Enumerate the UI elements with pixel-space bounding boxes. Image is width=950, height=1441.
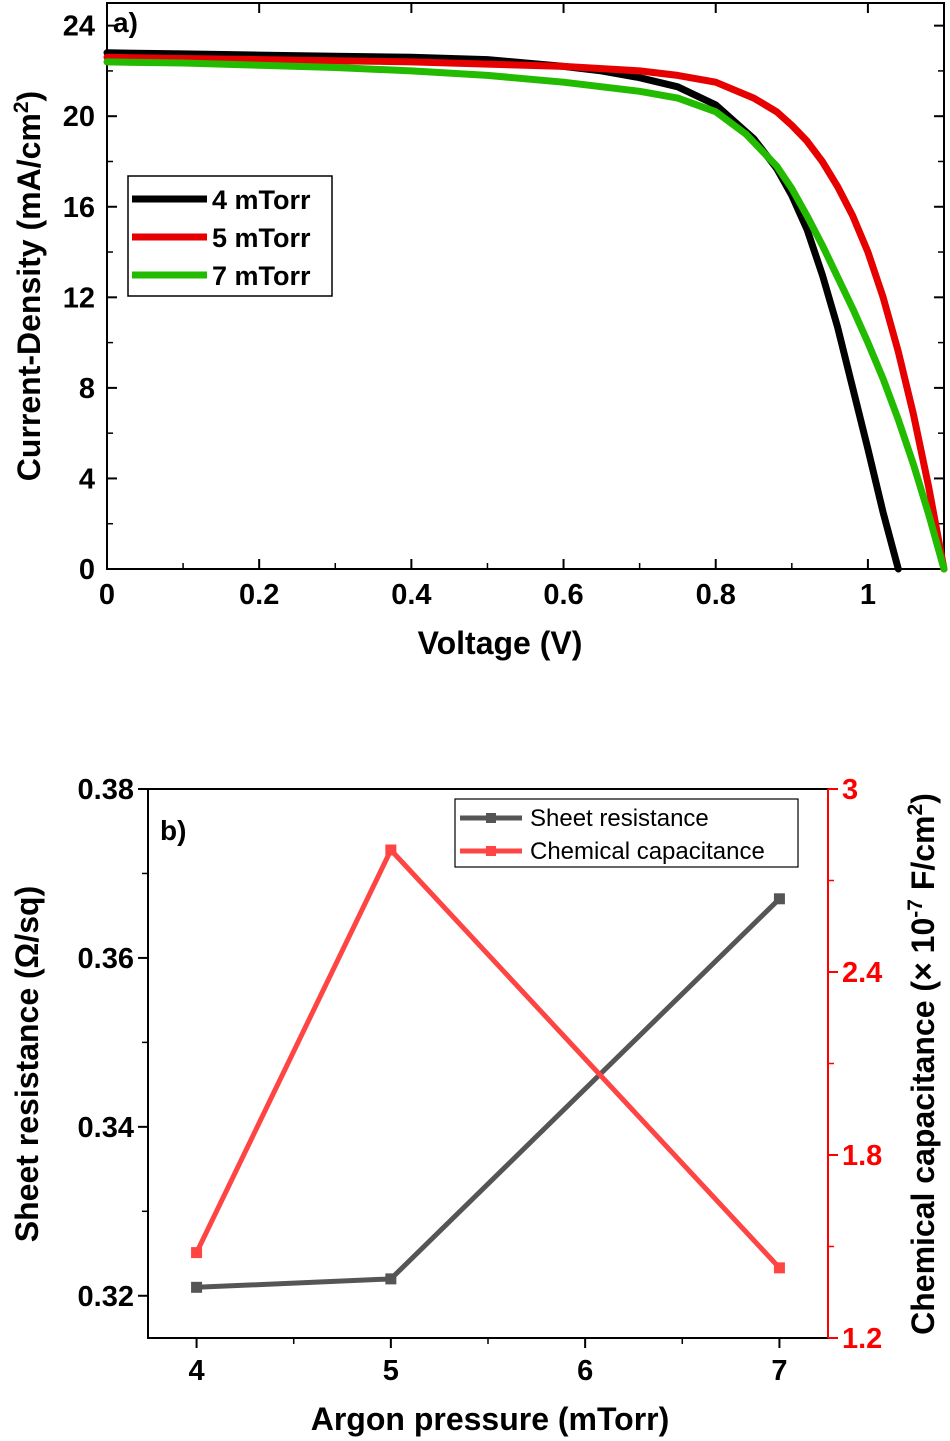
series-line-chemical-capacitance: [194, 847, 782, 1270]
chart-a-panel-label: a): [113, 7, 138, 38]
legend-label-sheet-resistance: Sheet resistance: [530, 805, 709, 832]
legend-label-4mtorr: 4 mTorr: [212, 185, 311, 215]
legend-marker-sheet-resistance: [486, 813, 496, 823]
chart-a-x-axis-title: Voltage (V): [418, 625, 583, 661]
chart-b-x-tick-label: 6: [577, 1355, 593, 1387]
chart-b-x-axis-title: Argon pressure (mTorr): [311, 1401, 670, 1437]
chart-a-y-tick-label: 24: [63, 11, 95, 43]
series-line-4-mtorr: [103, 49, 902, 573]
chart-a-y-axis-title: Current-Density (mA/cm2): [10, 91, 47, 481]
chart-b-y-tick-label-right: 2.4: [842, 957, 882, 989]
chart-b-y-tick-label-right: 1.2: [842, 1323, 882, 1355]
chart-b: 4 5 6 7 0.32 0.34 0.36 0.38 1.2 1.8 2.4 3 b) Argon …: [9, 774, 941, 1437]
chart-b-y-tick-label-left: 0.38: [78, 774, 134, 806]
data-point-sheet-resistance: [385, 1273, 397, 1285]
chart-b-y-tick-label-left: 0.32: [78, 1281, 134, 1313]
chart-a-y-tick-label: 12: [63, 282, 95, 314]
chart-a-frame: [106, 2, 945, 570]
data-point-sheet-resistance: [773, 893, 785, 905]
data-point-sheet-resistance: [191, 1281, 203, 1293]
chart-a-legend: 4 mTorr 5 mTorr 7 mTorr: [127, 175, 333, 297]
chart-a-y-tick-label: 20: [63, 101, 95, 133]
chart-b-frame: [147, 788, 829, 1339]
chart-b-y-axis-title-right: Chemical capacitance (× 10-7 F/cm2): [904, 793, 941, 1335]
chart-a-x-tick-label: 0.4: [391, 579, 431, 611]
chart-a-y-tick-label: 8: [79, 373, 95, 405]
chart-b-legend: Sheet resistance Chemical capacitance: [454, 798, 799, 868]
chart-a-x-tick-label: 0: [99, 579, 115, 611]
data-point-chemical-capacitance: [191, 1247, 203, 1259]
chart-a-y-tick-label: 16: [63, 192, 95, 224]
chart-b-y-tick-label-left: 0.34: [78, 1112, 134, 1144]
chart-a-x-tick-label: 0.6: [543, 579, 583, 611]
chart-b-y-tick-label-left: 0.36: [78, 943, 134, 975]
chart-b-x-tick-label: 5: [383, 1355, 399, 1387]
chart-a-y-tick-label: 0: [79, 554, 95, 586]
chart-a-x-tick-label: 0.8: [696, 579, 736, 611]
chart-b-x-tick-label: 4: [189, 1355, 205, 1387]
chart-b-y-tick-label-right: 3: [842, 774, 858, 806]
legend-marker-chemical-capacitance: [486, 846, 496, 856]
series-line-7-mtorr: [103, 58, 948, 573]
data-point-chemical-capacitance: [385, 844, 397, 856]
chart-a-x-tick-label: 0.2: [239, 579, 279, 611]
legend-label-5mtorr: 5 mTorr: [212, 223, 311, 253]
chart-b-legend-box: [454, 798, 799, 868]
chart-a-x-tick-label: 1: [860, 579, 876, 611]
chart-b-x-tick-label: 7: [771, 1355, 787, 1387]
legend-label-chemical-capacitance: Chemical capacitance: [530, 838, 765, 865]
series-line-5-mtorr: [103, 53, 948, 573]
chart-a-y-tick-label: 4: [79, 463, 95, 495]
chart-a: 0 0.2 0.4 0.6 0.8 1 0 4 8 12 16 20 24 a) Voltage (V)…: [10, 2, 948, 661]
chart-b-y-axis-title-left: Sheet resistance (Ω/sq): [9, 886, 45, 1242]
data-point-chemical-capacitance: [773, 1262, 785, 1274]
legend-label-7mtorr: 7 mTorr: [212, 261, 311, 291]
chart-b-panel-label: b): [160, 815, 186, 846]
chart-b-y-tick-label-right: 1.8: [842, 1140, 882, 1172]
